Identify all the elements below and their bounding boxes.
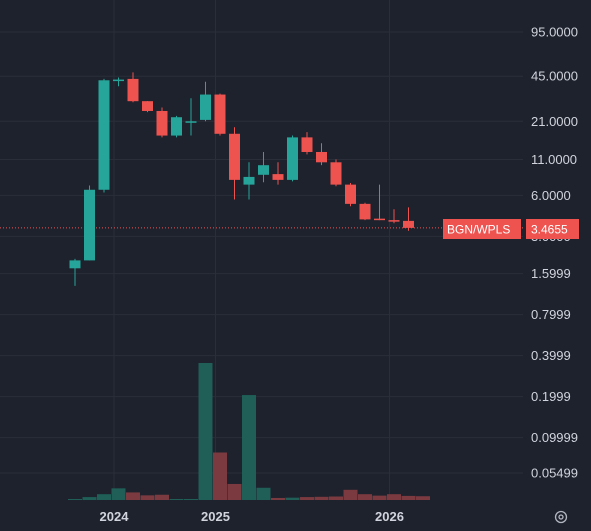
candle-body	[69, 260, 81, 269]
pair-label-tag: BGN/WPLS	[443, 219, 521, 239]
candle-body	[388, 220, 400, 222]
x-tick-label: 2024	[100, 509, 130, 524]
candle-body	[258, 165, 269, 175]
volume-bar	[97, 494, 111, 500]
candle-body	[84, 189, 95, 261]
y-tick-label: 21.0000	[531, 114, 578, 129]
volume-bar	[184, 499, 198, 500]
candle-body	[403, 220, 414, 228]
pair-label: BGN/WPLS	[447, 223, 510, 237]
volume-bar	[285, 497, 300, 500]
y-tick-label: 11.0000	[531, 152, 577, 167]
candle-body	[171, 117, 182, 136]
candles	[69, 72, 414, 286]
candle-body	[200, 94, 211, 120]
volume-bar	[372, 495, 387, 500]
volume-bar	[227, 483, 242, 500]
volume-bar	[329, 496, 343, 500]
volume-bars	[68, 363, 430, 500]
candle-body	[374, 218, 385, 221]
x-tick-label: 2026	[375, 509, 404, 524]
candle-body	[214, 94, 226, 134]
volume-bar	[242, 395, 256, 500]
time-axis: 2024 2025 2026	[100, 509, 404, 524]
candle-body	[185, 121, 197, 123]
volume-bar	[140, 495, 155, 500]
candle-body	[243, 176, 255, 185]
volume-bar	[213, 452, 227, 500]
candle-body	[359, 203, 371, 220]
settings-icon[interactable]	[554, 510, 568, 524]
volume-bar	[126, 492, 140, 500]
volume-bar	[387, 494, 401, 500]
y-tick-label: 1.5999	[531, 266, 571, 281]
volume-bar	[358, 494, 372, 500]
volume-bar	[111, 488, 126, 500]
volume-bar	[343, 489, 358, 500]
volume-bar	[198, 363, 213, 500]
volume-bar	[155, 494, 169, 500]
candle-body	[330, 162, 342, 185]
price-axis: 95.000045.000021.000011.00006.00003.0000…	[531, 25, 578, 481]
volume-bar	[169, 499, 184, 500]
candle-body	[98, 80, 110, 190]
volume-bar	[401, 495, 416, 500]
volume-bar	[300, 497, 314, 500]
y-tick-label: 95.0000	[531, 25, 578, 40]
y-tick-label: 45.0000	[531, 69, 578, 84]
x-tick-label: 2025	[201, 509, 230, 524]
y-tick-label: 6.0000	[531, 188, 571, 203]
y-tick-label: 0.3999	[531, 348, 571, 363]
y-tick-label: 0.1999	[531, 389, 571, 404]
volume-bar	[271, 497, 285, 500]
grid	[0, 0, 523, 500]
y-tick-label: 0.7999	[531, 307, 571, 322]
candle-body	[127, 78, 139, 102]
candle-body	[113, 79, 124, 82]
volume-bar	[256, 487, 271, 500]
candle-body	[272, 174, 284, 180]
last-price-label: 3.4655	[531, 223, 568, 237]
volume-bar	[416, 496, 430, 500]
candle-body	[229, 133, 240, 180]
candle-body	[156, 110, 168, 136]
candle-body	[142, 101, 153, 111]
candle-body	[316, 151, 327, 163]
volume-bar	[68, 499, 82, 500]
candle-body	[301, 137, 313, 152]
candle-body	[345, 184, 356, 204]
last-price-tag: 3.4655	[526, 219, 579, 239]
volume-bar	[314, 496, 329, 500]
y-tick-label: 0.05499	[531, 466, 578, 481]
y-tick-label: 0.09999	[531, 430, 578, 445]
candle-body	[287, 137, 298, 180]
volume-bar	[82, 497, 97, 500]
